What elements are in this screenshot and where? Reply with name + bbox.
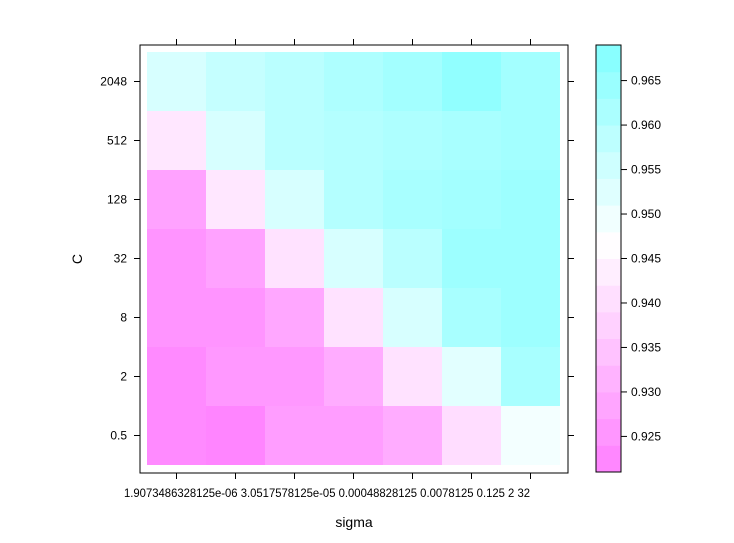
heatmap-cell (442, 229, 501, 288)
colorbar-segment (596, 205, 621, 233)
colorbar-axis: 0.925 0.930 0.935 0.940 0.945 0.950 0.955 0.960… (621, 74, 661, 443)
heatmap-cell (324, 111, 383, 170)
heatmap-cell (147, 406, 206, 465)
heatmap-cell (265, 229, 324, 288)
colorbar-segment (596, 231, 621, 259)
heatmap-cell (383, 406, 442, 465)
colorbar-segment (596, 258, 621, 286)
y-tick-label: 32 (114, 252, 128, 266)
heatmap-cell (501, 406, 560, 465)
y-tick-label: 2 (120, 370, 127, 384)
heatmap-cell (501, 170, 560, 229)
heatmap-cell (147, 170, 206, 229)
y-tick-label: 0.5 (110, 429, 127, 443)
heatmap-cell (147, 111, 206, 170)
heatmap-cell (383, 52, 442, 111)
heatmap-cell (265, 347, 324, 406)
heatmap-cell (265, 288, 324, 347)
heatmap-cell (147, 347, 206, 406)
heatmap-cell (324, 406, 383, 465)
heatmap-cell (442, 347, 501, 406)
colorbar-segment (596, 98, 621, 126)
heatmap-cell (206, 111, 265, 170)
heatmap-cell (206, 52, 265, 111)
colorbar-tick-label: 0.930 (631, 385, 661, 399)
colorbar-tick-label: 0.965 (631, 74, 661, 88)
heatmap-cell (147, 52, 206, 111)
colorbar-segment (596, 391, 621, 420)
colorbar-tick-label: 0.925 (631, 429, 661, 443)
y-tick-label: 512 (107, 134, 127, 148)
colorbar-tick-label: 0.945 (631, 252, 661, 266)
colorbar-segment (596, 365, 621, 393)
colorbar-segment (596, 418, 621, 446)
colorbar-segment (596, 338, 621, 366)
colorbar-segment (596, 151, 621, 179)
x-axis (176, 39, 531, 479)
x-axis-title: sigma (335, 514, 373, 530)
heatmap-cell (206, 170, 265, 229)
heatmap-cell (147, 288, 206, 347)
heatmap-cell (501, 111, 560, 170)
heatmap-cell (383, 229, 442, 288)
colorbar (596, 45, 621, 473)
colorbar-tick-label: 0.950 (631, 207, 661, 221)
heatmap-cell (501, 347, 560, 406)
y-tick-label: 2048 (100, 75, 127, 89)
heatmap-cell (383, 347, 442, 406)
heatmap-cell (501, 229, 560, 288)
colorbar-segment (596, 311, 621, 340)
colorbar-tick-label: 0.940 (631, 296, 661, 310)
heatmap-cell (206, 229, 265, 288)
heatmap-cells (147, 52, 560, 465)
heatmap-cell (265, 52, 324, 111)
colorbar-segment (596, 71, 621, 99)
y-tick-label: 8 (120, 311, 127, 325)
y-tick-label: 128 (107, 193, 127, 207)
heatmap-cell (442, 406, 501, 465)
colorbar-segment (596, 178, 621, 206)
heatmap-cell (442, 111, 501, 170)
heatmap-cell (324, 52, 383, 111)
x-tick-labels-text: 1.9073486328125e-06 3.0517578125e-05 0.0… (124, 486, 530, 500)
colorbar-segment (596, 125, 621, 153)
colorbar-segment (596, 45, 621, 73)
heatmap-cell (324, 229, 383, 288)
colorbar-segment (596, 285, 621, 313)
colorbar-segment (596, 445, 621, 473)
heatmap-cell (442, 170, 501, 229)
heatmap-cell (265, 170, 324, 229)
heatmap-cell (265, 406, 324, 465)
heatmap-cell (324, 347, 383, 406)
heatmap-cell (206, 347, 265, 406)
y-axis: 0.5 2 8 32 128 512 2048 (100, 75, 574, 443)
colorbar-tick-label: 0.955 (631, 163, 661, 177)
heatmap-cell (501, 52, 560, 111)
colorbar-tick-label: 0.935 (631, 340, 661, 354)
heatmap-cell (147, 229, 206, 288)
colorbar-tick-label: 0.960 (631, 118, 661, 132)
heatmap-cell (442, 52, 501, 111)
heatmap-cell (383, 288, 442, 347)
heatmap-cell (206, 288, 265, 347)
heatmap-cell (442, 288, 501, 347)
y-axis-title: C (69, 254, 85, 264)
heatmap-cell (324, 288, 383, 347)
heatmap-cell (383, 170, 442, 229)
heatmap-cell (206, 406, 265, 465)
heatmap-cell (383, 111, 442, 170)
heatmap-cell (265, 111, 324, 170)
heatmap-cell (324, 170, 383, 229)
heatmap-cell (501, 288, 560, 347)
